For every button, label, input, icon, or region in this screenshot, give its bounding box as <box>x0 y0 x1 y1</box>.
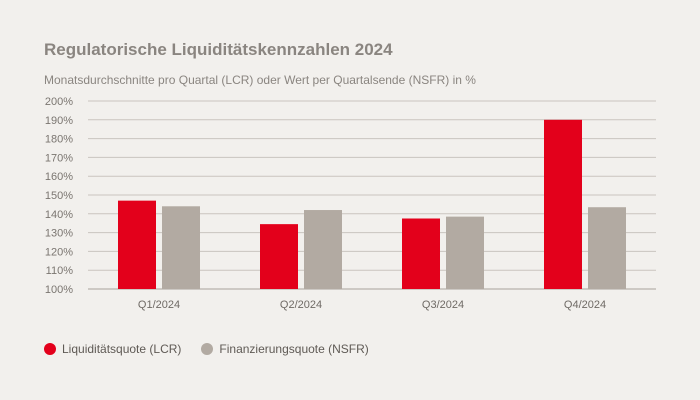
bar-nsfr-q4-2024 <box>588 207 626 289</box>
bar-lcr-q2-2024 <box>260 224 298 289</box>
y-tick-label: 200% <box>45 96 73 108</box>
legend-label-nsfr: Finanzierungsquote (NSFR) <box>219 342 369 356</box>
chart-title: Regulatorische Liquiditätskennzahlen 202… <box>44 40 393 59</box>
y-tick-label: 140% <box>45 209 73 221</box>
x-tick-label: Q1/2024 <box>138 299 180 311</box>
y-axis-ticks: 100% 110% 120% 130% 140% 150% 160% 170% 180% 190%… <box>45 96 73 296</box>
y-tick-label: 110% <box>46 265 74 277</box>
y-tick-label: 120% <box>45 246 73 258</box>
y-tick-label: 160% <box>45 171 73 183</box>
x-tick-label: Q4/2024 <box>564 299 606 311</box>
legend-swatch-nsfr <box>201 343 214 355</box>
x-tick-label: Q2/2024 <box>280 299 322 311</box>
y-tick-label: 190% <box>45 115 73 127</box>
chart-subtitle: Monatsdurchschnitte pro Quartal (LCR) od… <box>44 73 476 87</box>
y-tick-label: 180% <box>45 134 73 146</box>
y-tick-label: 100% <box>45 284 73 296</box>
x-axis-ticks: Q1/2024 Q2/2024 Q3/2024 Q4/2024 <box>138 299 606 311</box>
legend-item-nsfr: Finanzierungsquote (NSFR) <box>201 342 369 356</box>
bars <box>118 119 626 289</box>
legend: Liquiditätsquote (LCR) Finanzierungsquot… <box>44 342 389 356</box>
bar-nsfr-q3-2024 <box>446 216 484 289</box>
legend-swatch-lcr <box>44 343 56 355</box>
y-tick-label: 130% <box>45 228 73 240</box>
legend-label-lcr: Liquiditätsquote (LCR) <box>62 342 182 356</box>
y-tick-label: 170% <box>45 152 73 164</box>
bar-nsfr-q2-2024 <box>304 210 342 289</box>
legend-item-lcr: Liquiditätsquote (LCR) <box>44 342 181 356</box>
bar-lcr-q3-2024 <box>402 218 440 289</box>
y-tick-label: 150% <box>45 190 73 202</box>
x-tick-label: Q3/2024 <box>422 299 464 311</box>
bar-lcr-q4-2024 <box>544 119 582 289</box>
bar-lcr-q1-2024 <box>118 200 156 289</box>
bar-nsfr-q1-2024 <box>162 206 200 289</box>
